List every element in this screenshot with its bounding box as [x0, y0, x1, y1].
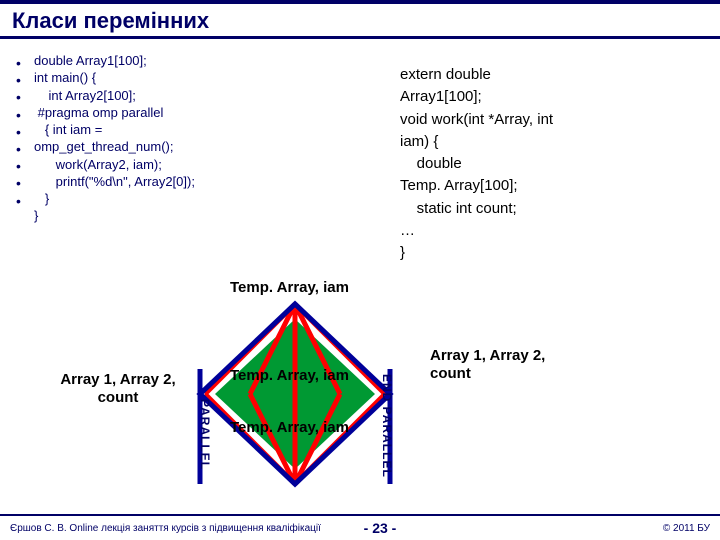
left-code-block: double Array1[100];int main() { int Arra… — [34, 53, 344, 226]
footer-page: - 23 - — [330, 520, 430, 536]
slide-title: Класи перемінних — [0, 4, 720, 36]
diagram-label-mid: Temp. Array, iam — [230, 367, 349, 384]
end-parallel-label: END PARALLEL — [380, 374, 394, 478]
diagram-label-top: Temp. Array, iam — [230, 279, 349, 296]
footer-left: Єршов С. В. Online лекція заняття курсів… — [10, 523, 321, 534]
footer-right: © 2011 БУ — [663, 523, 710, 534]
fork-join-diagram — [180, 299, 410, 494]
diagram-label-bot: Temp. Array, iam — [230, 419, 349, 436]
diagram-label-left: Array 1, Array 2,count — [38, 371, 198, 407]
right-code-block: extern doubleArray1[100];void work(int *… — [400, 65, 680, 265]
parallel-label: PARALLEL — [198, 399, 212, 470]
diagram-label-right: Array 1, Array 2,count — [430, 347, 600, 383]
footer: Єршов С. В. Online лекція заняття курсів… — [0, 514, 720, 540]
bullet-column: ••••••••• — [16, 56, 21, 211]
